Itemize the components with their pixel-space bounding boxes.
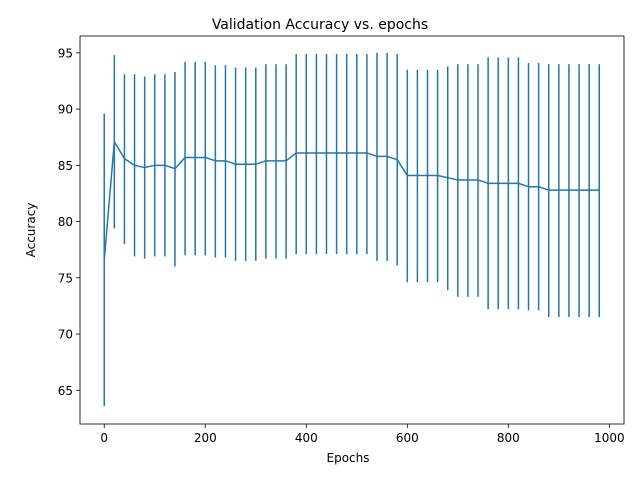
- x-tick-label-800: 800: [497, 431, 520, 445]
- x-tick-label-600: 600: [396, 431, 419, 445]
- y-tick-label-90: 90: [58, 103, 73, 117]
- plot-area: 0 200 400 600 800 1000 65 70 75 80 85 90 95: [58, 35, 625, 445]
- chart-title: Validation Accuracy vs. epochs: [212, 17, 428, 33]
- y-axis-label: Accuracy: [24, 203, 38, 258]
- y-tick-label-95: 95: [58, 46, 73, 60]
- x-tick-label-1000: 1000: [594, 431, 625, 445]
- y-tick-label-65: 65: [58, 384, 73, 398]
- y-tick-label-75: 75: [58, 271, 73, 285]
- y-tick-label-85: 85: [58, 159, 73, 173]
- y-tick-label-80: 80: [58, 215, 73, 229]
- x-axis-label: Epochs: [327, 451, 370, 465]
- plot-frame: [79, 35, 625, 425]
- series-line-0: [103, 140, 600, 260]
- x-tick-label-200: 200: [194, 431, 217, 445]
- y-tick-label-70: 70: [58, 328, 73, 342]
- x-tick-label-400: 400: [295, 431, 318, 445]
- x-tick-label-0: 0: [100, 431, 108, 445]
